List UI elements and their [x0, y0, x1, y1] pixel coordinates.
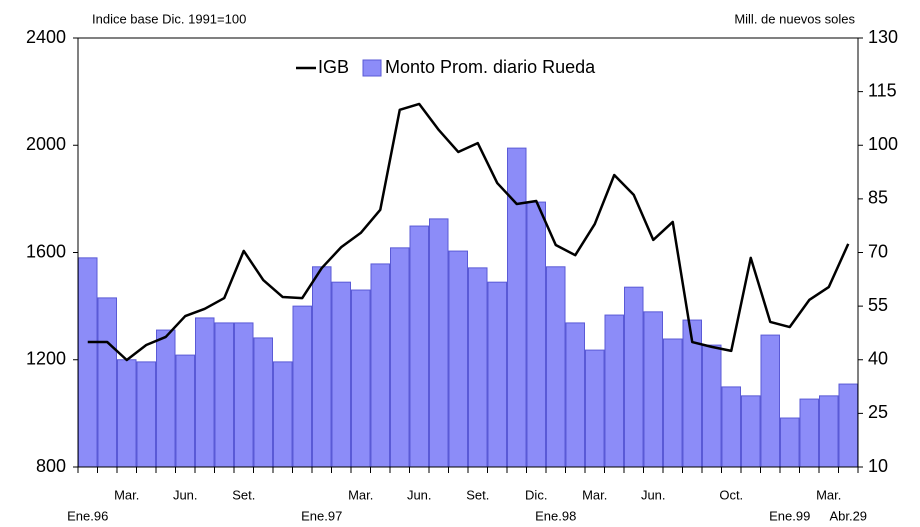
- bar: [819, 395, 839, 468]
- x-tick-label: Dic.: [525, 487, 547, 502]
- x-tick-label: Ene.98: [535, 508, 576, 523]
- bar: [429, 218, 449, 468]
- y-axis-title: Indice base Dic. 1991=100: [92, 11, 246, 26]
- y2-tick-label: 55: [868, 295, 888, 315]
- bar: [370, 263, 390, 468]
- y2-tick-label: 115: [868, 80, 897, 100]
- bar: [780, 417, 800, 468]
- bar: [253, 337, 273, 468]
- bar: [117, 359, 137, 468]
- x-tick-label: Mar.: [582, 487, 607, 502]
- x-tick-label: Oct.: [719, 487, 743, 502]
- x-tick-label: Ene.99: [769, 508, 810, 523]
- bar: [448, 250, 468, 468]
- bar: [273, 361, 293, 468]
- bar: [741, 395, 761, 468]
- bar: [136, 361, 156, 468]
- bar: [643, 311, 663, 468]
- bar: [799, 398, 819, 468]
- x-tick-label: Jun.: [173, 487, 198, 502]
- bar: [331, 281, 351, 468]
- y2-tick-label: 70: [868, 241, 888, 261]
- x-tick-label: Ene.97: [301, 508, 342, 523]
- bar: [565, 322, 585, 468]
- y2-tick-label: 40: [868, 349, 888, 369]
- line: [87, 102, 850, 362]
- bar: [760, 334, 780, 468]
- bar: [624, 286, 644, 468]
- bar: [78, 257, 98, 468]
- legend-label: Monto Prom. diario Rueda: [385, 57, 596, 77]
- x-tick-label: Abr.29: [829, 508, 867, 523]
- bar: [214, 322, 234, 468]
- y2-tick-label: 100: [868, 134, 898, 154]
- bar: [468, 267, 488, 468]
- y-tick-label: 2400: [26, 27, 66, 47]
- x-tick-label: Jun.: [407, 487, 432, 502]
- bar: [663, 338, 683, 468]
- y-tick-label: 1600: [26, 241, 66, 261]
- bar: [312, 266, 332, 468]
- bar: [702, 344, 722, 468]
- x-tick-label: Mar.: [816, 487, 841, 502]
- y-tick-label: 1200: [26, 349, 66, 369]
- x-tick-label: Set.: [232, 487, 255, 502]
- x-tick-label: Ene.96: [67, 508, 108, 523]
- legend-label: IGB: [318, 57, 349, 77]
- bar: [195, 317, 215, 468]
- bar: [97, 297, 117, 468]
- bar: [838, 383, 858, 468]
- y2-tick-label: 130: [868, 27, 898, 47]
- x-tick-label: Set.: [466, 487, 489, 502]
- bar: [156, 329, 176, 468]
- bar: [409, 225, 429, 468]
- bar: [721, 386, 741, 468]
- bar: [546, 266, 566, 468]
- y2-tick-label: 85: [868, 188, 888, 208]
- bar: [351, 289, 371, 468]
- y2-tick-label: 10: [868, 456, 888, 476]
- y2-tick-label: 25: [868, 402, 888, 422]
- x-tick-label: Mar.: [348, 487, 373, 502]
- bar: [234, 322, 254, 468]
- bar: [526, 201, 546, 468]
- y-tick-label: 800: [36, 456, 66, 476]
- bar: [604, 314, 624, 468]
- y-tick-label: 2000: [26, 134, 66, 154]
- bar: [487, 281, 507, 468]
- legend-swatch: [362, 59, 382, 77]
- x-tick-label: Jun.: [641, 487, 666, 502]
- y2-axis-title: Mill. de nuevos soles: [734, 11, 855, 26]
- bar: [390, 247, 410, 468]
- x-tick-label: Mar.: [114, 487, 139, 502]
- bar: [175, 354, 195, 468]
- bar: [292, 305, 312, 468]
- bar: [585, 349, 605, 468]
